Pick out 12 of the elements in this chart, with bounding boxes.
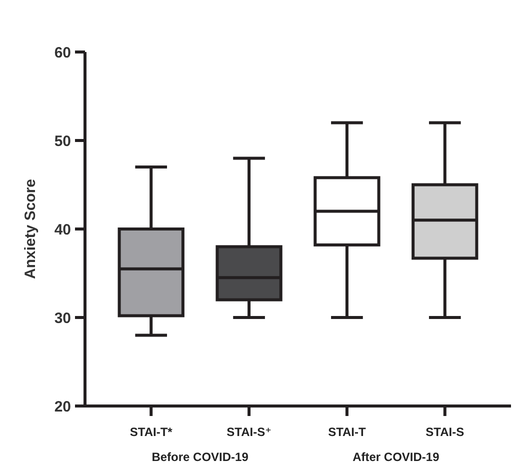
y-tick-label: 30 [54, 310, 71, 327]
x-tick-label: STAI-S⁺ [226, 425, 272, 439]
x-tick-label: STAI-S [426, 425, 464, 439]
text: Before COVID-19 [152, 450, 249, 464]
x-tick-label: STAI-T* [130, 425, 173, 439]
y-tick-label: 20 [54, 398, 71, 416]
text: After COVID-19 [352, 450, 440, 464]
y-tick-label: 60 [54, 44, 71, 62]
y-tick-label: 50 [54, 132, 71, 150]
y-axis-title: Anxiety Score [22, 178, 39, 280]
y-tick-label: 40 [54, 221, 71, 238]
x-tick-label: STAI-T [328, 425, 367, 439]
